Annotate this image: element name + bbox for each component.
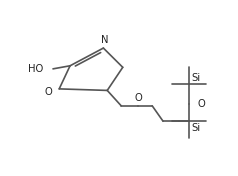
Text: HO: HO: [29, 64, 44, 74]
Text: O: O: [197, 99, 205, 109]
Text: Si: Si: [192, 73, 201, 83]
Text: Si: Si: [192, 123, 201, 133]
Text: N: N: [101, 35, 109, 45]
Text: O: O: [45, 87, 52, 97]
Text: O: O: [134, 93, 142, 103]
